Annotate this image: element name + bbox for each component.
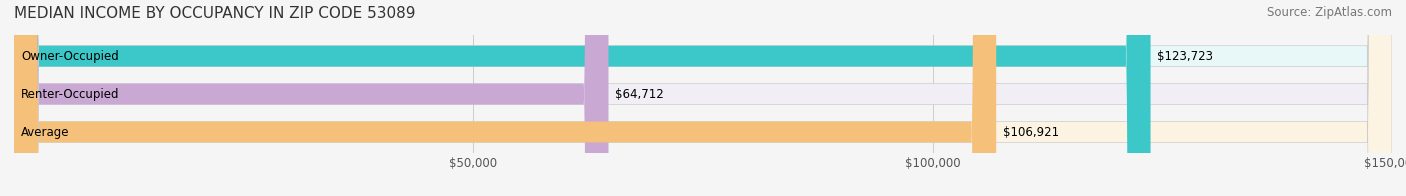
Text: $64,712: $64,712 [616,88,664,101]
FancyBboxPatch shape [14,0,1392,196]
Text: Renter-Occupied: Renter-Occupied [21,88,120,101]
FancyBboxPatch shape [14,0,1392,196]
Text: Owner-Occupied: Owner-Occupied [21,50,118,63]
Text: $106,921: $106,921 [1002,125,1059,139]
FancyBboxPatch shape [14,0,1392,196]
Text: Average: Average [21,125,69,139]
FancyBboxPatch shape [14,0,997,196]
Text: MEDIAN INCOME BY OCCUPANCY IN ZIP CODE 53089: MEDIAN INCOME BY OCCUPANCY IN ZIP CODE 5… [14,6,416,21]
FancyBboxPatch shape [14,0,1150,196]
Text: Source: ZipAtlas.com: Source: ZipAtlas.com [1267,6,1392,19]
FancyBboxPatch shape [14,0,609,196]
Text: $123,723: $123,723 [1157,50,1213,63]
